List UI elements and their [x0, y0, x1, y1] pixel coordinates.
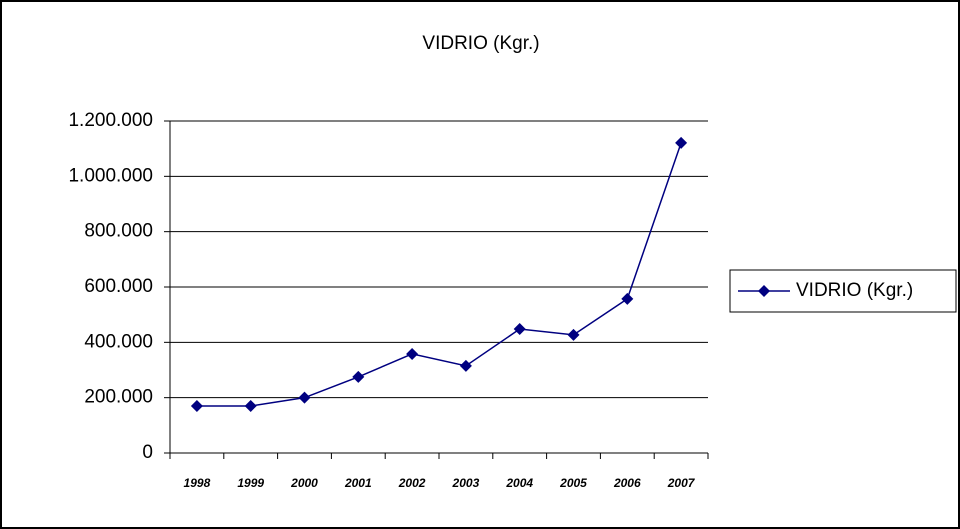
data-point	[352, 370, 365, 383]
data-point	[298, 391, 311, 404]
data-point	[621, 292, 634, 305]
data-point	[513, 323, 526, 336]
y-tick-label: 0	[142, 442, 153, 463]
y-tick-label: 600.000	[84, 276, 153, 297]
x-tick-label: 1999	[237, 476, 264, 490]
x-tick-label: 2003	[452, 476, 480, 490]
data-point	[567, 328, 580, 341]
legend-marker	[758, 285, 770, 297]
data-point	[406, 347, 419, 360]
y-tick-label: 1.000.000	[68, 165, 153, 186]
y-tick-label: 200.000	[84, 387, 153, 408]
data-point	[459, 359, 472, 372]
data-point	[190, 399, 203, 412]
y-tick-label: 800.000	[84, 221, 153, 242]
data-point	[675, 136, 688, 149]
x-tick-label: 1998	[184, 476, 211, 490]
y-tick-label: 1.200.000	[68, 110, 153, 131]
chart-title: VIDRIO (Kgr.)	[422, 33, 539, 54]
x-tick-label: 2001	[344, 476, 372, 490]
x-tick-label: 2004	[505, 476, 533, 490]
x-tick-label: 2002	[398, 476, 426, 490]
x-tick-label: 2006	[613, 476, 641, 490]
x-tick-label: 2007	[667, 476, 696, 490]
x-tick-label: 2005	[559, 476, 587, 490]
y-tick-label: 400.000	[84, 331, 153, 352]
data-point	[244, 399, 257, 412]
legend-label: VIDRIO (Kgr.)	[796, 280, 913, 301]
series-line	[196, 142, 682, 407]
x-tick-label: 2000	[290, 476, 318, 490]
